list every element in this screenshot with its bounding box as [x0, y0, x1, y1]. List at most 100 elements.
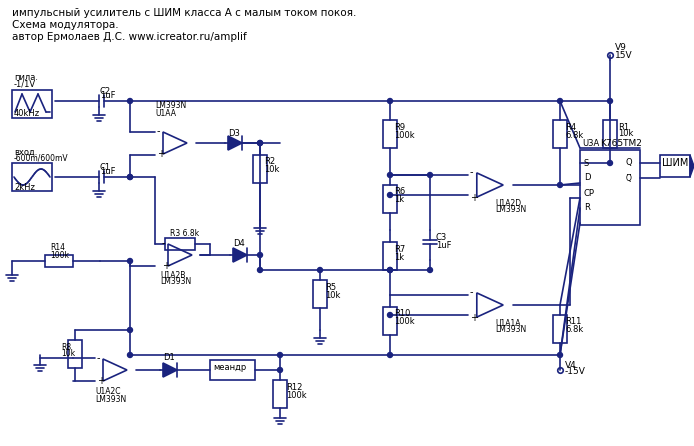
Bar — [313, 280, 327, 308]
Text: S: S — [584, 158, 589, 168]
Text: 6.8k: 6.8k — [565, 326, 583, 334]
Text: R14: R14 — [50, 244, 65, 252]
Text: D: D — [584, 173, 591, 182]
Circle shape — [387, 268, 393, 273]
Text: 1uF: 1uF — [100, 168, 115, 177]
Text: 10k: 10k — [264, 165, 280, 174]
Text: LM393N: LM393N — [160, 277, 192, 286]
Circle shape — [128, 174, 133, 179]
Circle shape — [128, 327, 133, 333]
Text: 15V: 15V — [615, 50, 633, 59]
Text: 10k: 10k — [325, 290, 340, 300]
Circle shape — [128, 174, 133, 179]
Text: K765TM2: K765TM2 — [600, 139, 642, 148]
Text: D4: D4 — [233, 239, 245, 248]
Text: -: - — [97, 353, 101, 363]
Text: R6: R6 — [394, 187, 405, 197]
Circle shape — [128, 352, 133, 358]
Text: 100k: 100k — [50, 251, 69, 260]
Bar — [580, 150, 640, 225]
Circle shape — [257, 140, 262, 145]
Text: LM393N: LM393N — [155, 102, 186, 111]
Text: R11: R11 — [565, 318, 582, 326]
Bar — [12, 163, 52, 191]
Text: R: R — [584, 203, 590, 212]
Bar — [553, 120, 567, 148]
Text: -: - — [162, 238, 165, 248]
Circle shape — [387, 352, 393, 358]
Bar — [210, 360, 255, 380]
Bar — [383, 307, 397, 335]
Circle shape — [557, 182, 563, 187]
Circle shape — [387, 193, 393, 198]
Text: 100k: 100k — [394, 318, 414, 326]
Circle shape — [428, 173, 432, 178]
Circle shape — [278, 368, 282, 372]
Text: -600m/600mV: -600m/600mV — [14, 153, 69, 162]
Circle shape — [557, 99, 563, 103]
Text: 1k: 1k — [394, 252, 404, 261]
Text: пила.: пила. — [14, 73, 38, 82]
Text: R12: R12 — [286, 383, 303, 392]
Text: 1uF: 1uF — [436, 240, 452, 249]
Circle shape — [387, 173, 393, 178]
Text: меандр: меандр — [213, 363, 246, 372]
Circle shape — [257, 140, 262, 145]
Polygon shape — [690, 155, 694, 177]
Bar — [273, 380, 287, 408]
Text: U1A2B: U1A2B — [160, 271, 185, 280]
Polygon shape — [233, 248, 247, 262]
Bar — [45, 255, 73, 267]
Text: R9: R9 — [394, 123, 405, 132]
Text: -: - — [470, 287, 473, 297]
Circle shape — [387, 313, 393, 318]
Text: R2: R2 — [264, 157, 275, 166]
Text: LM393N: LM393N — [495, 206, 526, 215]
Circle shape — [128, 259, 133, 264]
Text: +: + — [157, 149, 165, 159]
Text: автор Ермолаев Д.С. www.icreator.ru/amplif: автор Ермолаев Д.С. www.icreator.ru/ampl… — [12, 32, 247, 42]
Text: U1A2C: U1A2C — [95, 388, 121, 396]
Circle shape — [607, 99, 613, 103]
Text: LM393N: LM393N — [95, 395, 126, 404]
Circle shape — [257, 252, 262, 257]
Text: R4: R4 — [565, 123, 576, 132]
Bar — [383, 185, 397, 213]
Text: ШИМ: ШИМ — [662, 158, 688, 168]
Bar — [12, 90, 52, 118]
Circle shape — [607, 161, 613, 165]
Text: 1uF: 1uF — [100, 91, 115, 100]
Text: U1A2D: U1A2D — [495, 198, 521, 207]
Text: +: + — [470, 193, 478, 203]
Text: +: + — [470, 313, 478, 323]
Text: Схема модулятора.: Схема модулятора. — [12, 20, 119, 30]
Bar — [383, 242, 397, 270]
Text: U1AA: U1AA — [155, 108, 176, 117]
Text: -15V: -15V — [565, 368, 586, 376]
Bar — [165, 238, 195, 250]
Text: -: - — [470, 167, 473, 177]
Text: LM393N: LM393N — [495, 326, 526, 334]
Bar — [553, 315, 567, 343]
Text: C1: C1 — [100, 162, 111, 172]
Bar — [660, 155, 690, 177]
Polygon shape — [163, 363, 177, 377]
Text: R8: R8 — [61, 343, 71, 351]
Text: Q̅: Q̅ — [626, 173, 632, 182]
Circle shape — [257, 268, 262, 273]
Text: +: + — [97, 376, 105, 386]
Text: CP: CP — [584, 189, 595, 198]
Text: C2: C2 — [100, 87, 111, 95]
Text: R3 6.8k: R3 6.8k — [170, 230, 199, 239]
Circle shape — [317, 268, 323, 273]
Text: 40kHz: 40kHz — [14, 110, 40, 119]
Text: вход.: вход. — [14, 148, 37, 157]
Text: 10k: 10k — [61, 350, 75, 359]
Text: D1: D1 — [163, 354, 175, 363]
Polygon shape — [228, 136, 242, 150]
Text: 2kHz: 2kHz — [14, 182, 35, 191]
Text: 6.8k: 6.8k — [565, 131, 583, 140]
Text: R7: R7 — [394, 244, 405, 253]
Text: V9: V9 — [615, 44, 627, 53]
Bar — [603, 120, 617, 148]
